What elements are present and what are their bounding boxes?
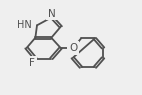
Text: F: F bbox=[29, 58, 35, 68]
Text: N: N bbox=[48, 9, 56, 19]
Text: O: O bbox=[69, 43, 77, 53]
Text: HN: HN bbox=[17, 20, 32, 30]
